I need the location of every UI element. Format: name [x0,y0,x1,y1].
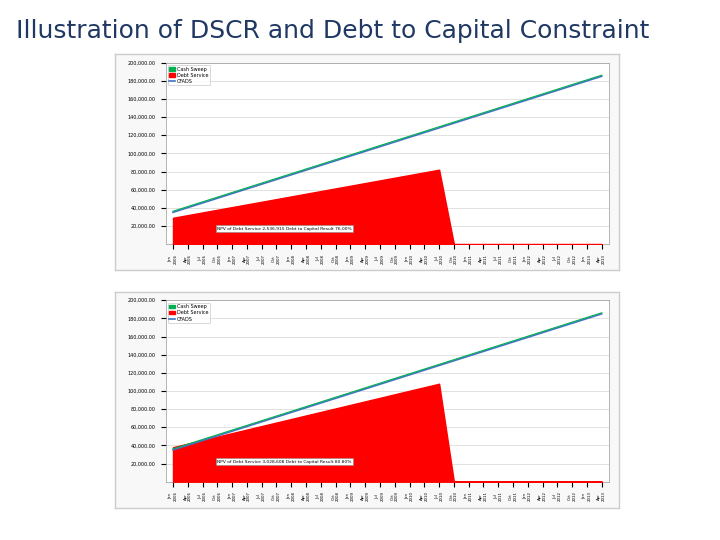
Text: NPV of Debt Service 3,028,608 Debt to Capital Result 80.80%: NPV of Debt Service 3,028,608 Debt to Ca… [217,460,351,464]
Text: Target DSCR 1.2 Debt/Cap 95% Equity IRR 15.58%
Base Traffic  15,000: Target DSCR 1.2 Debt/Cap 95% Equity IRR … [260,309,474,328]
Text: Target DSCR 1.2 Debt/Cap 76% Equity IRR 11.76%
Base Traffic  15,000: Target DSCR 1.2 Debt/Cap 76% Equity IRR … [260,71,474,91]
Text: NPV of Debt Service 2,536,915 Debt to Capital Result 76.00%: NPV of Debt Service 2,536,915 Debt to Ca… [217,227,352,231]
Legend: Cash Sweep, Debt Service, CFADS: Cash Sweep, Debt Service, CFADS [168,65,210,85]
Text: Illustration of DSCR and Debt to Capital Constraint: Illustration of DSCR and Debt to Capital… [16,19,649,43]
Legend: Cash Sweep, Debt Service, CFADS: Cash Sweep, Debt Service, CFADS [168,303,210,323]
